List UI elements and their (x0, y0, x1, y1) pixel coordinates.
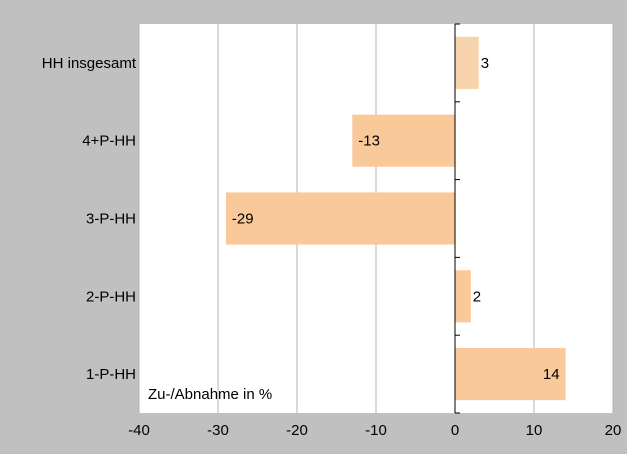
unit-annotation: Zu-/Abnahme in % (148, 386, 272, 403)
bar (225, 192, 455, 245)
category-label: HH insgesamt (42, 55, 137, 72)
data-label: 2 (473, 288, 481, 305)
bar (352, 114, 455, 167)
data-labels: 3 -13 -29 2 14 (232, 55, 560, 383)
x-tick-label: 20 (605, 422, 622, 439)
x-tick-label: -40 (128, 422, 150, 439)
data-label: 14 (543, 366, 560, 383)
bar (455, 348, 566, 401)
category-label: 1-P-HH (86, 366, 136, 383)
x-tick-label: 0 (451, 422, 459, 439)
data-label: -29 (232, 211, 254, 228)
zero-axis (454, 23, 460, 414)
bar (455, 36, 479, 89)
data-label: -13 (358, 133, 380, 150)
x-tick-labels: -40 -30 -20 -10 0 10 20 (128, 422, 621, 439)
category-label: 3-P-HH (86, 211, 136, 228)
x-tick-label: -10 (365, 422, 387, 439)
x-tick-label: -30 (207, 422, 229, 439)
bar (455, 270, 471, 323)
x-tick-label: -20 (286, 422, 308, 439)
data-label: 3 (481, 55, 489, 72)
bars (225, 36, 566, 401)
category-label: 4+P-HH (82, 133, 136, 150)
category-labels: HH insgesamt 4+P-HH 3-P-HH 2-P-HH 1-P-HH (42, 55, 137, 383)
category-label: 2-P-HH (86, 288, 136, 305)
x-tick-label: 10 (526, 422, 543, 439)
